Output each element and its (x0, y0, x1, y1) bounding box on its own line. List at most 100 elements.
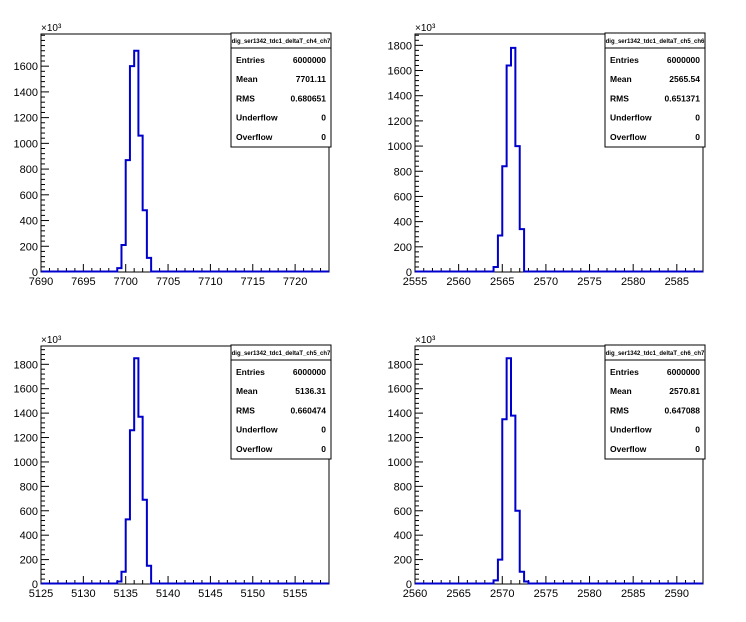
y-tick-label: 0 (406, 267, 412, 279)
y-tick-label: 1400 (14, 408, 38, 420)
y-tick-label: 1600 (388, 384, 412, 396)
y-tick-label: 1400 (14, 87, 38, 99)
histogram-outline (41, 357, 329, 585)
stats-value: 0 (321, 132, 326, 142)
y-tick-label: 1000 (14, 457, 38, 469)
stats-label: Entries (610, 55, 639, 65)
stats-label: RMS (610, 405, 629, 415)
x-tick-label: 5125 (29, 588, 53, 600)
stats-frame (604, 32, 706, 148)
stats-value: 0 (321, 113, 326, 123)
stats-title: dig_ser1342_tdc1_deltaT_ch5_ch6 (606, 39, 705, 45)
histogram-panel-3: 5125 5130 5135 5140 5145 5150 5155 0 200 400 600 80… (14, 335, 332, 600)
y-tick-label: 1200 (388, 433, 412, 445)
x-tick-label: 2565 (490, 276, 514, 288)
x-tick-label: 2575 (577, 276, 601, 288)
histogram-panel-1: 7690 7695 7700 7705 7710 7715 7720 0 200 400 600 80… (14, 23, 332, 288)
y-tick-label: 1600 (388, 66, 412, 78)
y-tick-label: 600 (394, 506, 412, 518)
y-exponent-label: ×10³ (415, 23, 436, 34)
histogram-outline (415, 46, 703, 273)
stats-label: Underflow (610, 113, 652, 123)
x-tick-label: 5135 (113, 588, 137, 600)
histogram-outline (415, 357, 703, 585)
y-tick-label: 400 (394, 217, 412, 229)
x-tick-label: 5145 (198, 588, 222, 600)
stats-frame (604, 344, 706, 460)
stats-label: Mean (610, 74, 632, 84)
stats-label: Entries (236, 367, 265, 377)
x-tick-label: 7720 (283, 276, 307, 288)
stats-value: 0 (321, 425, 326, 435)
x-tick-label: 5155 (283, 588, 307, 600)
x-tick-label: 7700 (113, 276, 137, 288)
y-tick-label: 0 (32, 267, 38, 279)
stats-label: Mean (236, 74, 258, 84)
x-tick-label: 5150 (241, 588, 265, 600)
y-tick-label: 400 (394, 530, 412, 542)
y-tick-label: 1800 (388, 359, 412, 371)
y-exponent-label: ×10³ (41, 23, 62, 34)
stats-label: Underflow (236, 113, 278, 123)
stats-value: 6000000 (293, 367, 326, 377)
x-tick-label: 7710 (198, 276, 222, 288)
stats-frame (230, 344, 332, 460)
stats-label: Mean (610, 386, 632, 396)
stats-value: 7701.11 (296, 74, 327, 84)
stats-frame (230, 32, 332, 148)
stats-label: Entries (610, 367, 639, 377)
stats-box: dig_ser1342_tdc1_deltaT_ch6_ch7 Entries 60… (604, 344, 706, 460)
y-tick-label: 800 (394, 481, 412, 493)
x-tick-label: 5130 (71, 588, 95, 600)
x-tick-label: 7690 (29, 276, 53, 288)
x-tick-label: 7695 (71, 276, 95, 288)
y-tick-label: 1800 (388, 40, 412, 52)
stats-label: Overflow (236, 444, 273, 454)
stats-title: dig_ser1342_tdc1_deltaT_ch5_ch7 (232, 351, 331, 357)
y-tick-label: 1000 (14, 138, 38, 150)
x-tick-label: 5140 (156, 588, 180, 600)
y-tick-label: 1800 (14, 359, 38, 371)
histogram-outline (41, 49, 329, 273)
y-tick-label: 800 (20, 164, 38, 176)
stats-value: 0.660474 (291, 405, 327, 415)
y-tick-label: 200 (394, 242, 412, 254)
stats-value: 6000000 (293, 55, 326, 65)
x-tick-label: 2580 (621, 276, 645, 288)
stats-value: 5136.31 (295, 386, 326, 396)
stats-value: 0 (321, 444, 326, 454)
y-tick-label: 800 (20, 481, 38, 493)
y-tick-label: 200 (20, 241, 38, 253)
y-tick-label: 1000 (388, 141, 412, 153)
stats-box: dig_ser1342_tdc1_deltaT_ch4_ch7 Entries 60… (230, 32, 332, 148)
stats-label: RMS (610, 93, 629, 103)
stats-value: 0 (695, 132, 700, 142)
histogram-panel-2: 2555 2560 2565 2570 2575 2580 2585 0 200 400 600 80… (388, 23, 706, 288)
stats-label: RMS (236, 93, 255, 103)
x-tick-label: 2560 (403, 588, 427, 600)
y-tick-label: 1600 (14, 384, 38, 396)
stats-value: 0 (695, 113, 700, 123)
y-tick-label: 0 (32, 579, 38, 591)
y-tick-label: 1000 (388, 457, 412, 469)
stats-box: dig_ser1342_tdc1_deltaT_ch5_ch7 Entries 60… (230, 344, 332, 460)
x-tick-label: 2585 (621, 588, 645, 600)
y-tick-label: 400 (20, 530, 38, 542)
stats-label: Overflow (610, 444, 647, 454)
stats-value: 0 (695, 444, 700, 454)
x-tick-label: 2590 (665, 588, 689, 600)
y-tick-label: 600 (20, 190, 38, 202)
x-tick-label: 2555 (403, 276, 427, 288)
y-tick-label: 600 (20, 506, 38, 518)
y-tick-label: 1400 (388, 91, 412, 103)
stats-box: dig_ser1342_tdc1_deltaT_ch5_ch6 Entries 60… (604, 32, 706, 148)
stats-value: 0.651371 (665, 93, 701, 103)
y-tick-label: 1400 (388, 408, 412, 420)
y-tick-label: 0 (406, 579, 412, 591)
y-tick-label: 800 (394, 166, 412, 178)
y-exponent-label: ×10³ (41, 335, 62, 346)
x-tick-label: 2570 (534, 276, 558, 288)
x-tick-label: 7715 (241, 276, 265, 288)
stats-label: Mean (236, 386, 258, 396)
